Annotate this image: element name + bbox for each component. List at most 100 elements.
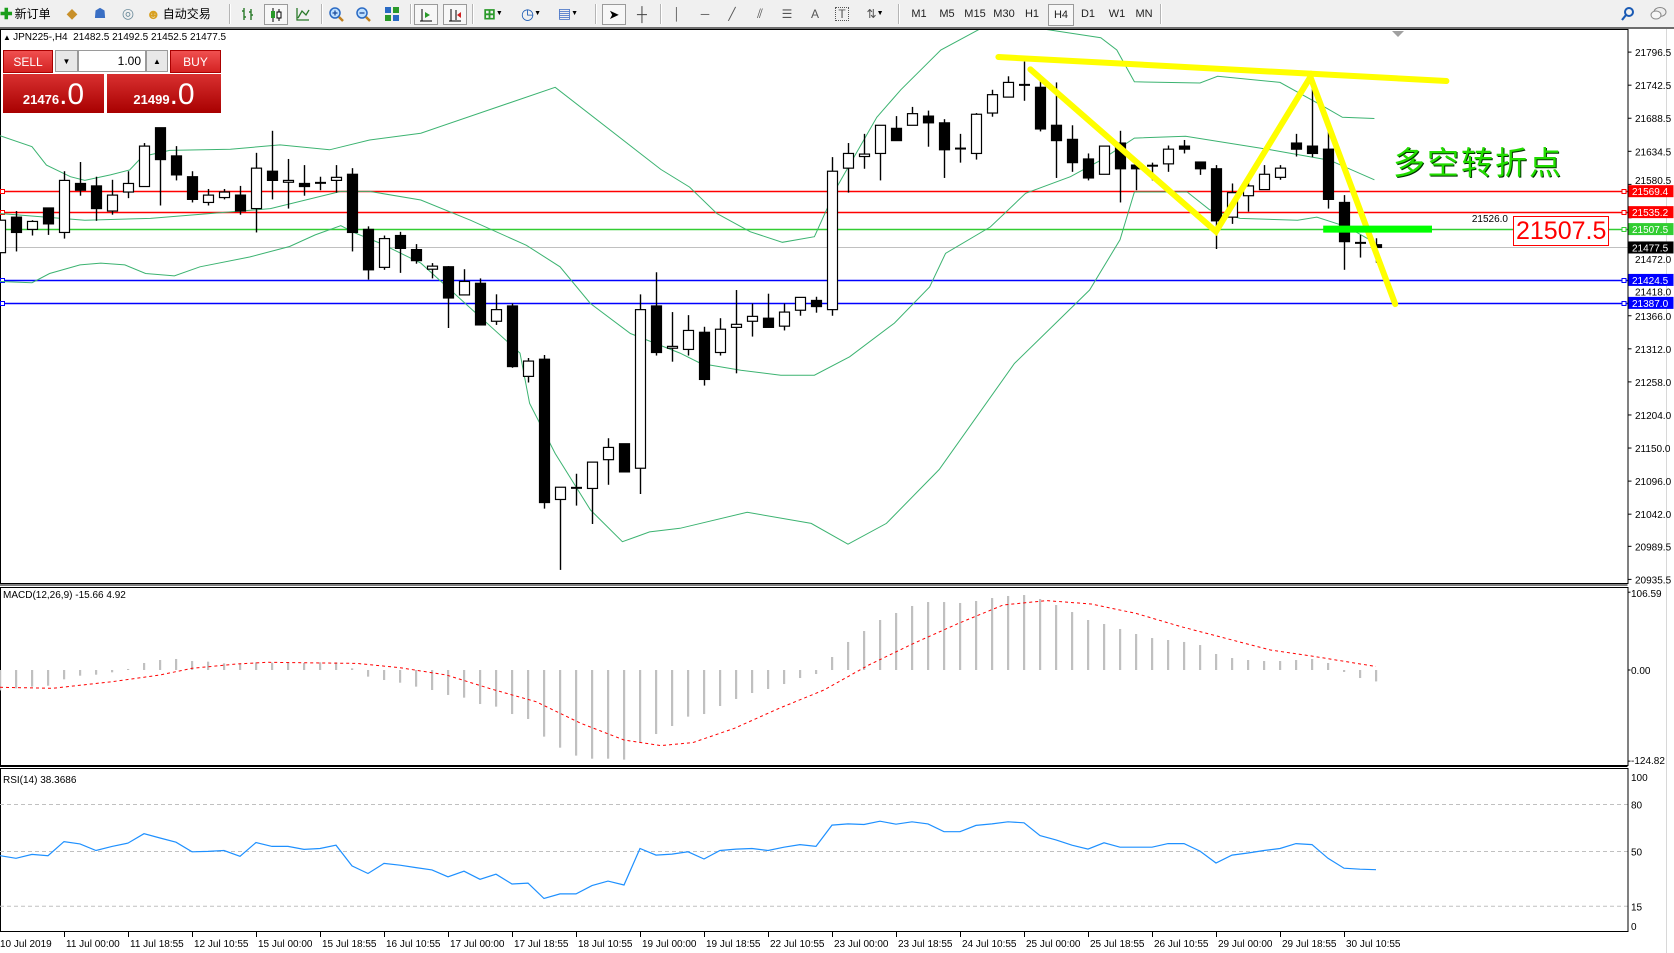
candle[interactable] (874, 124, 887, 181)
candle[interactable] (571, 473, 582, 506)
candle[interactable] (1178, 139, 1191, 154)
lot-increase-button[interactable]: ▲ (146, 50, 168, 72)
candle[interactable] (714, 318, 727, 356)
candle[interactable] (842, 143, 855, 193)
candle[interactable] (282, 158, 295, 209)
candle[interactable] (698, 326, 711, 386)
buy-button[interactable]: BUY (170, 50, 221, 73)
candle[interactable] (74, 162, 87, 196)
level-handle[interactable] (0, 278, 5, 283)
candle[interactable] (938, 119, 951, 178)
equidistant-channel-button[interactable]: ⫽ (750, 4, 770, 23)
level-handle[interactable] (1621, 210, 1627, 215)
candle[interactable] (378, 235, 391, 270)
market-watch-button[interactable]: ◆ (62, 4, 82, 23)
bar-chart-button[interactable] (238, 4, 258, 23)
zoom-in-button[interactable] (326, 4, 346, 23)
candle[interactable] (26, 220, 39, 236)
candle[interactable] (730, 290, 743, 374)
candle[interactable] (650, 272, 663, 356)
timeframe-m15[interactable]: M15 (964, 8, 986, 20)
candle[interactable] (906, 106, 919, 126)
periods-dropdown[interactable]: ◷ ▼ (516, 4, 546, 23)
candle[interactable] (10, 211, 23, 252)
crosshair-button[interactable]: ┼ (632, 4, 652, 23)
templates-dropdown[interactable]: ▤ ▼ (553, 4, 583, 23)
candle[interactable] (682, 315, 695, 356)
navigator-button[interactable]: ☗ (90, 4, 110, 23)
candle[interactable] (858, 133, 871, 169)
candle[interactable] (266, 130, 279, 200)
candle[interactable] (955, 133, 966, 163)
candle[interactable] (330, 165, 343, 193)
candle[interactable] (586, 461, 599, 524)
candle[interactable] (1290, 133, 1303, 157)
candle[interactable] (122, 171, 135, 199)
candle[interactable] (890, 116, 903, 142)
candle[interactable] (554, 486, 567, 570)
candle[interactable] (922, 110, 935, 147)
candle[interactable] (234, 185, 247, 215)
candle[interactable] (202, 188, 215, 206)
candle[interactable] (58, 171, 71, 239)
candle[interactable] (778, 303, 791, 331)
vertical-line-button[interactable]: │ (668, 4, 686, 23)
timeframe-h1[interactable]: H1 (1024, 8, 1040, 20)
line-chart-button[interactable] (293, 4, 313, 23)
level-handle[interactable] (0, 210, 5, 215)
timeframe-d1[interactable]: D1 (1080, 8, 1096, 20)
trendline-button[interactable]: ╱ (722, 4, 742, 23)
candle[interactable] (506, 303, 519, 368)
candle[interactable] (986, 89, 999, 117)
price-level-label-box[interactable]: 21507.5 (1513, 216, 1610, 246)
candle[interactable] (410, 244, 423, 264)
candle[interactable] (154, 127, 167, 206)
candle[interactable] (1355, 234, 1366, 258)
tile-windows-button[interactable] (382, 4, 402, 23)
trendline[interactable] (1027, 66, 1399, 308)
candlestick-button[interactable] (264, 4, 288, 25)
candle[interactable] (186, 171, 199, 203)
candle[interactable] (666, 312, 679, 362)
lot-size-input[interactable]: 1.00 (78, 50, 146, 72)
cursor-button[interactable]: ➤ (602, 4, 626, 25)
candle[interactable] (42, 207, 55, 235)
candle[interactable] (602, 438, 615, 485)
candle[interactable] (1098, 145, 1111, 175)
timeframe-m5[interactable]: M5 (939, 8, 955, 20)
text-button[interactable]: A (805, 4, 825, 23)
chart-shift-marker-icon[interactable] (1392, 31, 1404, 37)
candle[interactable] (1322, 130, 1335, 209)
zoom-out-button[interactable] (353, 4, 373, 23)
candle[interactable] (1019, 61, 1030, 101)
trendline[interactable] (995, 54, 1450, 84)
buy-price[interactable]: 21499.0 (107, 74, 221, 113)
timeframe-m1[interactable]: M1 (911, 8, 927, 20)
candle[interactable] (1050, 82, 1063, 178)
candle[interactable] (762, 293, 775, 328)
candle[interactable] (490, 294, 503, 325)
horizontal-line-button[interactable]: ─ (695, 4, 715, 23)
candle[interactable] (1210, 165, 1223, 249)
candle[interactable] (634, 294, 647, 494)
collapse-triangle-icon[interactable]: ▲ (3, 33, 14, 42)
timeframe-h4[interactable]: H4 (1048, 4, 1074, 26)
annotation-text[interactable]: 多空转折点 (1393, 145, 1564, 181)
candle[interactable] (346, 168, 359, 252)
chat-button[interactable] (1648, 4, 1670, 23)
timeframe-w1[interactable]: W1 (1108, 8, 1126, 20)
candle[interactable] (250, 152, 263, 233)
auto-trading-button[interactable]: ☻ 自动交易 (146, 4, 222, 23)
candle[interactable] (810, 296, 823, 313)
level-handle[interactable] (1621, 301, 1627, 306)
candle[interactable] (1274, 165, 1287, 180)
candle[interactable] (458, 269, 471, 296)
chart-shift-button[interactable] (443, 4, 467, 25)
candle[interactable] (218, 188, 231, 200)
candle[interactable] (315, 176, 326, 191)
candle[interactable] (394, 231, 407, 273)
candle[interactable] (1002, 76, 1015, 98)
candle[interactable] (1066, 125, 1079, 172)
candle[interactable] (1306, 79, 1319, 158)
